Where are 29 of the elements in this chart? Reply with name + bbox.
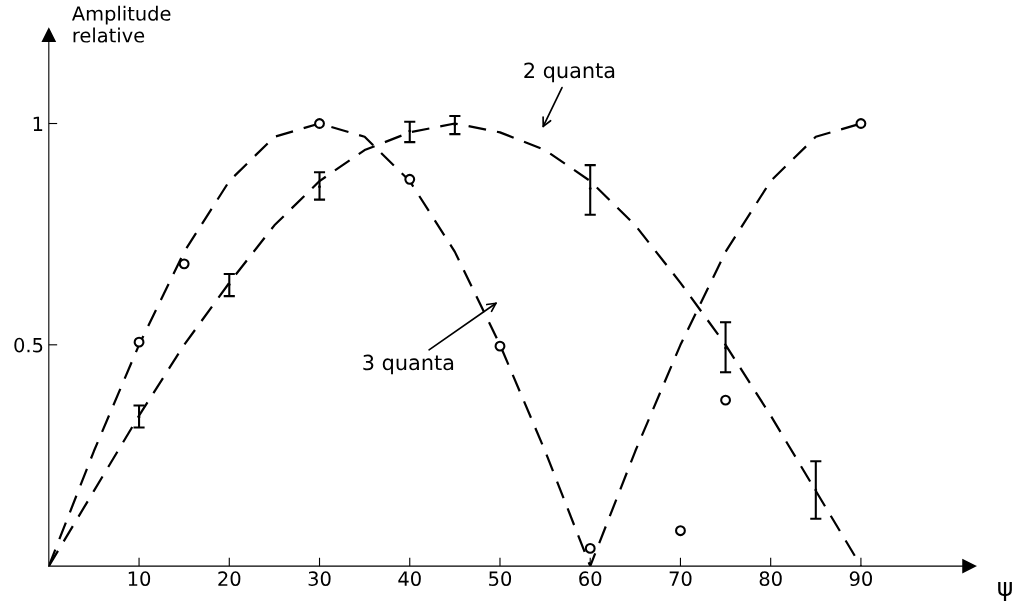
point [404, 173, 416, 185]
x-tick-label: 30 [308, 571, 331, 587]
point [855, 118, 867, 129]
point [720, 394, 731, 406]
x-tick-label: 50 [489, 571, 512, 587]
point [408, 129, 412, 133]
point [133, 336, 145, 348]
x-tick-label: 80 [759, 571, 782, 587]
y-tick-label: 0.5 [14, 337, 43, 353]
x-axis-title: ψ [998, 582, 1012, 601]
y-tick-label: 1 [33, 116, 43, 131]
point [814, 488, 818, 492]
point [178, 258, 190, 270]
point [724, 346, 727, 350]
point [675, 525, 686, 537]
point [318, 185, 321, 189]
point [584, 542, 596, 554]
point [588, 187, 592, 190]
x-tick-label: 10 [128, 571, 151, 587]
point [494, 340, 506, 352]
point [314, 118, 325, 129]
y-axis-title: Amplitude relative [71, 5, 171, 43]
x-tick-label: 60 [579, 571, 602, 587]
annotation: 2 quanta [524, 62, 615, 83]
x-tick-label: 40 [398, 571, 421, 587]
x-tick-label: 20 [218, 571, 241, 587]
x-tick-label: 70 [669, 571, 692, 587]
annotation: 3 quanta [363, 354, 454, 375]
x-tick-label: 90 [849, 571, 872, 587]
